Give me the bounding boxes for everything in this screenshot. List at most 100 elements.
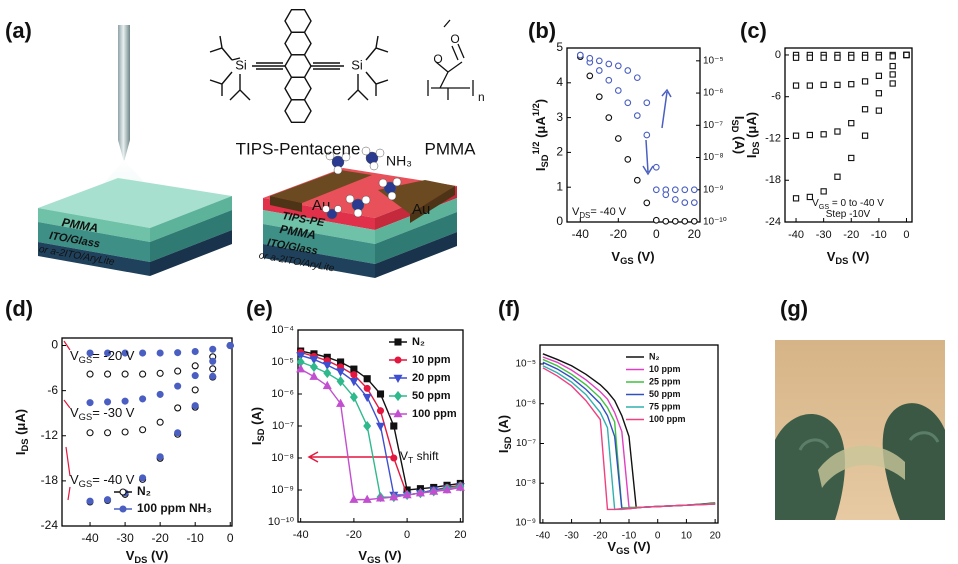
y2-tick-label: 10⁻⁸: [703, 152, 724, 163]
marker: [104, 349, 112, 357]
legend-label: 10 ppm: [649, 364, 681, 374]
marker: [848, 154, 855, 162]
marker: [889, 71, 896, 78]
series-line: [542, 367, 716, 511]
marker: [415, 488, 425, 497]
text-run: V: [611, 249, 620, 264]
marker: [390, 454, 398, 462]
panel-label: (a): [5, 18, 32, 43]
marker: [671, 217, 679, 225]
text-run: = -20 V: [92, 348, 135, 363]
text-run: V: [572, 206, 580, 218]
pmma-structure: [427, 19, 474, 100]
y-tick-label: 10⁻⁹: [271, 484, 294, 496]
layer: [263, 224, 375, 264]
marker: [820, 131, 827, 138]
y-tick-label: -18: [765, 174, 781, 186]
marker: [139, 370, 147, 378]
text-run: V: [607, 539, 616, 554]
glove: [775, 413, 846, 520]
y-tick-label: -12: [41, 428, 59, 442]
y-tick-label: 10⁻⁸: [515, 478, 536, 489]
marker: [86, 497, 94, 505]
panel-label: (g): [780, 296, 808, 321]
marker: [576, 51, 584, 59]
marker: [104, 370, 112, 378]
marker: [309, 361, 318, 373]
layer: [150, 230, 232, 276]
x-tick-label: -40: [572, 227, 590, 241]
y-axis-label: ISD (A): [496, 415, 513, 453]
marker: [156, 349, 164, 357]
y-tick-label: 0: [51, 338, 58, 352]
text-run: GS: [79, 355, 93, 365]
x-axis-label: VGS (V): [358, 548, 401, 564]
marker: [336, 376, 345, 387]
marker: [139, 395, 147, 403]
marker: [375, 493, 386, 502]
x-tick-label: 0: [653, 227, 660, 241]
x-tick-label: -30: [816, 229, 832, 241]
y-tick-label: 10⁻⁵: [515, 359, 536, 370]
text-run: I: [744, 154, 759, 158]
shift-arrow: [307, 451, 395, 463]
marker: [806, 54, 813, 61]
text-run: GS: [79, 412, 93, 422]
annotation: VGS = 0 to -40 V: [812, 198, 884, 211]
text-run: SD: [540, 154, 550, 167]
x-tick-label: -30: [116, 531, 134, 545]
sweep-arrow: [661, 88, 672, 129]
legend-label: 100 ppm: [649, 414, 686, 424]
x-tick-label: 0: [903, 229, 909, 241]
y-tick-label: 10⁻¹⁰: [268, 516, 295, 528]
y-tick-label: 1: [556, 179, 563, 193]
marker: [174, 382, 182, 390]
panel-label: (d): [5, 296, 33, 321]
y-tick-label: 0: [556, 214, 563, 228]
marker: [820, 81, 827, 89]
text-run: (A): [732, 132, 747, 154]
x-axis-label: VGS (V): [611, 249, 654, 266]
marker: [792, 195, 800, 202]
marker: [875, 90, 883, 97]
layer: [375, 198, 457, 244]
marker: [889, 62, 896, 70]
marker: [834, 173, 841, 180]
text-run: 1/2: [531, 103, 541, 116]
marker: [119, 488, 127, 496]
marker: [309, 356, 319, 365]
marker: [662, 191, 670, 199]
x-tick-label: -20: [593, 531, 608, 542]
text-run: T: [408, 455, 414, 465]
layer: [150, 196, 232, 242]
marker: [156, 453, 164, 461]
text-run: (V): [630, 539, 651, 554]
marker: [394, 390, 402, 402]
atom-label: Si: [235, 57, 247, 72]
y2-tick-label: 10⁻⁹: [703, 184, 724, 195]
marker: [681, 199, 689, 206]
marker: [209, 357, 217, 365]
text-run: (μA): [744, 112, 759, 142]
marker: [806, 82, 813, 89]
y2-tick-label: 10⁻⁶: [703, 88, 724, 99]
semiconductor-top: [263, 168, 457, 218]
x-tick-label: -40: [788, 229, 804, 241]
sweep-arrow: [642, 139, 654, 176]
glove-fold: [798, 438, 830, 451]
left-device: PMMA ITO/Glass or a-2ITO/AryLite: [38, 178, 232, 276]
marker: [806, 131, 813, 139]
y-tick-label: 10⁻⁵: [271, 356, 294, 368]
electrode-label: Au: [412, 201, 430, 218]
marker: [861, 54, 869, 61]
atom-label: Si: [351, 57, 363, 72]
marker: [119, 505, 127, 513]
marker: [121, 370, 129, 378]
marker: [349, 392, 358, 403]
legend-label: 100 ppm NH₃: [137, 501, 212, 515]
marker: [681, 217, 689, 225]
text-run: Step -10V: [826, 209, 871, 220]
film: [818, 445, 905, 488]
y-axis-label: ISD (A): [249, 407, 266, 445]
text-run: V: [70, 348, 79, 363]
